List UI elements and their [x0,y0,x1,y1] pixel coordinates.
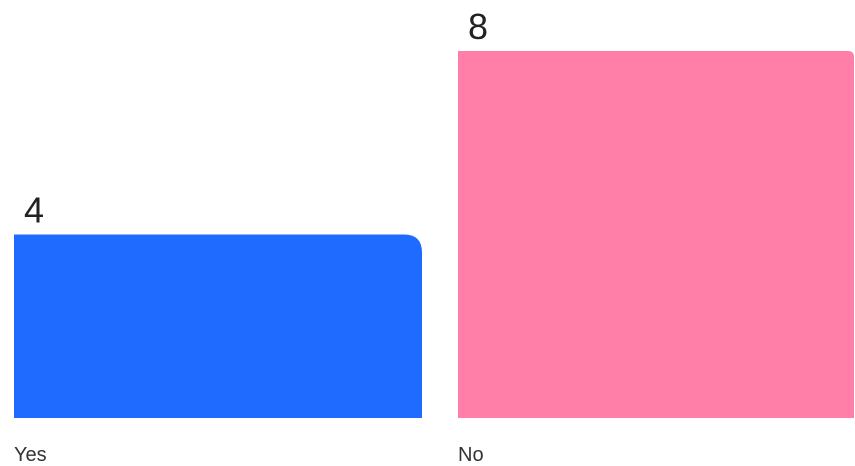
bar-no [458,51,854,418]
category-label-no: No [458,444,484,466]
data-label-no: 8 [468,6,488,47]
bar-yes [14,234,422,418]
category-label-yes: Yes [14,444,47,466]
data-label-yes: 4 [24,190,44,231]
